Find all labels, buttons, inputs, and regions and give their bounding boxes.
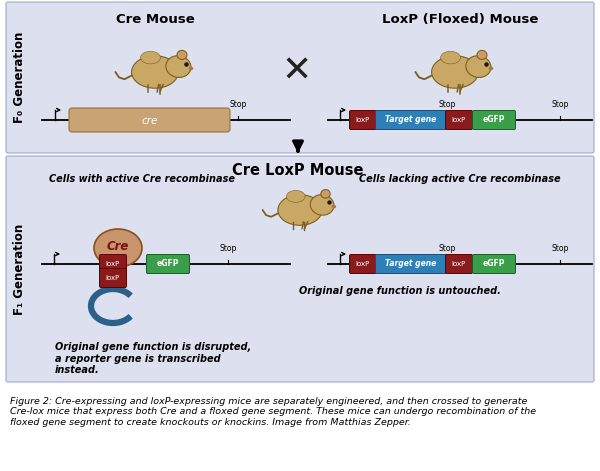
FancyBboxPatch shape [376, 254, 446, 274]
Ellipse shape [321, 190, 330, 198]
Text: loxP: loxP [356, 261, 370, 267]
Ellipse shape [179, 52, 185, 57]
FancyBboxPatch shape [69, 108, 230, 132]
Text: eGFP: eGFP [483, 260, 505, 268]
Text: loxP: loxP [452, 261, 466, 267]
Ellipse shape [479, 52, 485, 57]
FancyBboxPatch shape [445, 254, 473, 274]
Text: Original gene function is untouched.: Original gene function is untouched. [299, 286, 501, 296]
FancyBboxPatch shape [349, 111, 377, 130]
Text: loxP: loxP [106, 275, 120, 281]
FancyBboxPatch shape [6, 156, 594, 382]
Text: Original gene function is disrupted,
a reporter gene is transcribed
instead.: Original gene function is disrupted, a r… [55, 342, 251, 375]
Ellipse shape [310, 195, 334, 215]
Text: loxP: loxP [356, 117, 370, 123]
Ellipse shape [332, 205, 336, 208]
FancyBboxPatch shape [445, 111, 473, 130]
FancyBboxPatch shape [100, 268, 127, 287]
Text: F₁ Generation: F₁ Generation [13, 223, 26, 315]
Text: Stop: Stop [220, 244, 236, 253]
Ellipse shape [94, 229, 142, 267]
Text: Cre Mouse: Cre Mouse [116, 13, 194, 26]
Text: Stop: Stop [551, 100, 569, 109]
Text: Figure 2: Cre-expressing and loxP-expressing mice are separately engineered, and: Figure 2: Cre-expressing and loxP-expres… [10, 397, 536, 427]
Text: Stop: Stop [551, 244, 569, 253]
Ellipse shape [131, 56, 178, 88]
Text: LoxP (Floxed) Mouse: LoxP (Floxed) Mouse [382, 13, 538, 26]
Text: Cells lacking active Cre recombinase: Cells lacking active Cre recombinase [359, 174, 561, 184]
Ellipse shape [166, 56, 191, 77]
Ellipse shape [140, 51, 160, 64]
Ellipse shape [466, 56, 491, 77]
Ellipse shape [431, 56, 478, 88]
Text: Stop: Stop [229, 100, 247, 109]
Text: eGFP: eGFP [483, 115, 505, 124]
FancyBboxPatch shape [146, 254, 190, 274]
Text: Cells with active Cre recombinase: Cells with active Cre recombinase [49, 174, 235, 184]
Text: eGFP: eGFP [157, 260, 179, 268]
Text: F₀ Generation: F₀ Generation [13, 32, 26, 123]
FancyBboxPatch shape [473, 111, 515, 130]
Ellipse shape [189, 66, 193, 70]
Text: loxP: loxP [452, 117, 466, 123]
Text: cre: cre [142, 116, 158, 126]
Text: Cre: Cre [107, 239, 129, 252]
Text: loxP: loxP [106, 261, 120, 267]
Ellipse shape [323, 191, 328, 196]
FancyBboxPatch shape [100, 254, 127, 274]
Text: Stop: Stop [439, 244, 455, 253]
Ellipse shape [286, 190, 305, 203]
Ellipse shape [477, 50, 487, 59]
Ellipse shape [440, 51, 460, 64]
Ellipse shape [177, 50, 187, 59]
Text: Target gene: Target gene [385, 260, 437, 268]
Text: Stop: Stop [439, 100, 455, 109]
FancyBboxPatch shape [473, 254, 515, 274]
Text: Cre LoxP Mouse: Cre LoxP Mouse [232, 163, 364, 178]
Text: Target gene: Target gene [385, 115, 437, 124]
Ellipse shape [489, 66, 493, 70]
FancyBboxPatch shape [349, 254, 377, 274]
Text: ✕: ✕ [282, 55, 312, 89]
FancyBboxPatch shape [376, 111, 446, 130]
FancyBboxPatch shape [6, 2, 594, 153]
Ellipse shape [278, 195, 322, 225]
